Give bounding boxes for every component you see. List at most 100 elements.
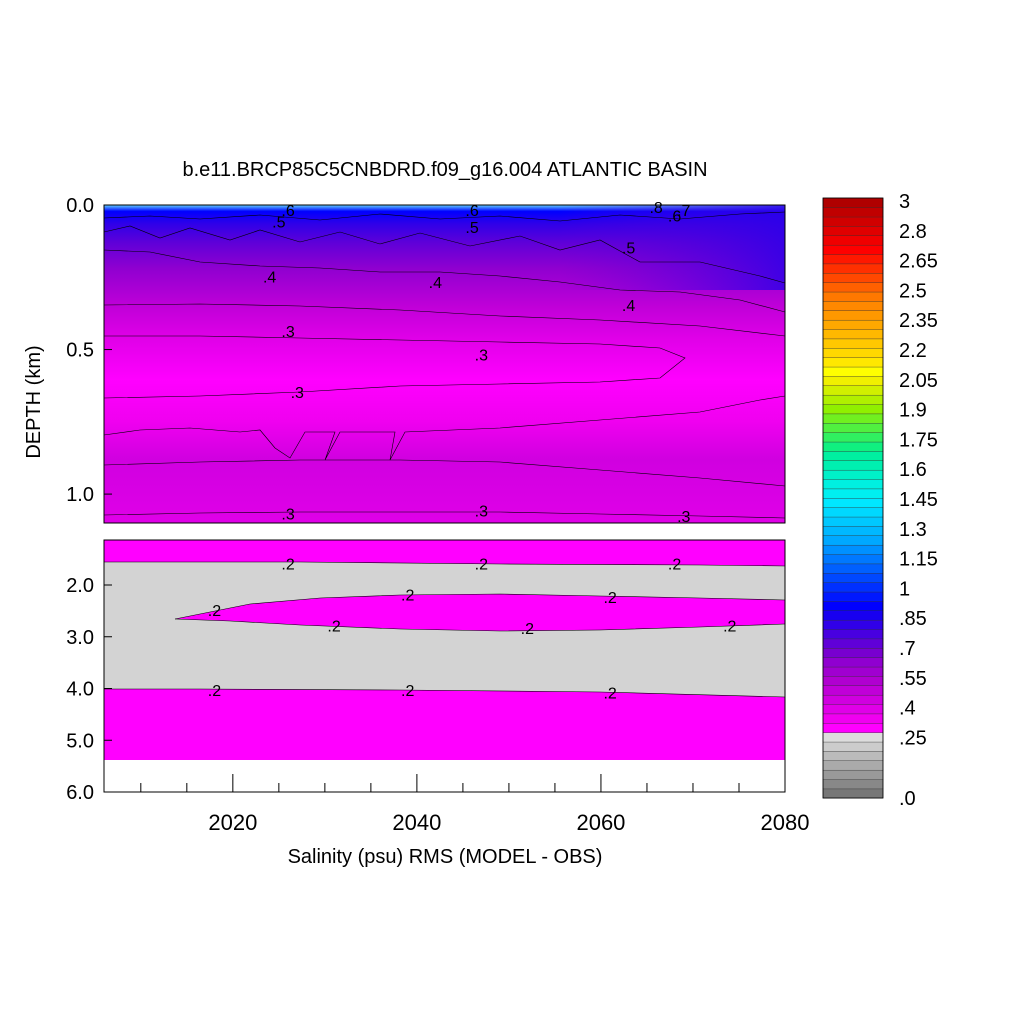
y-tick-label: 6.0 bbox=[66, 782, 94, 804]
colorbar-swatch bbox=[822, 338, 884, 349]
upper-y-ticks: 0.0 0.5 1.0 bbox=[66, 195, 112, 506]
y-tick-label: 0.5 bbox=[66, 340, 94, 362]
contour-line-1 bbox=[103, 211, 786, 222]
colorbar-swatch bbox=[822, 441, 884, 452]
y-tick-label: 3.0 bbox=[66, 627, 94, 649]
colorbar-label: .85 bbox=[899, 608, 927, 630]
colorbar-swatch bbox=[822, 647, 884, 658]
contour-label: .2 bbox=[521, 621, 534, 638]
contour-label: .8 bbox=[649, 200, 662, 217]
colorbar-label: 1.3 bbox=[899, 519, 927, 541]
colorbar-swatch bbox=[822, 404, 884, 415]
lower-contour-1 bbox=[104, 561, 786, 567]
colorbar-swatch bbox=[822, 319, 884, 330]
lower-y-ticks: 2.0 3.0 4.0 5.0 6.0 bbox=[66, 575, 112, 804]
colorbar-label: 1.6 bbox=[899, 459, 927, 481]
colorbar-swatch bbox=[822, 347, 884, 358]
colorbar-label: 1.9 bbox=[899, 400, 927, 422]
colorbar-swatch bbox=[822, 375, 884, 387]
lower-contour-4 bbox=[104, 688, 786, 698]
contour-label: .5 bbox=[622, 240, 635, 257]
colorbar-swatch bbox=[822, 563, 884, 574]
colorbar-swatch bbox=[822, 525, 884, 537]
lower-contour-3 bbox=[174, 618, 786, 632]
colorbar-swatch bbox=[822, 282, 884, 293]
colorbar-swatch bbox=[822, 225, 884, 237]
colorbar-label: .55 bbox=[899, 668, 927, 690]
contour-label: .3 bbox=[475, 503, 488, 520]
colorbar-swatch bbox=[822, 610, 884, 621]
colorbar-swatch bbox=[822, 244, 884, 255]
upper-panel-right-shading bbox=[560, 205, 785, 290]
contour-label: .6 bbox=[668, 209, 681, 226]
y-tick-label: 5.0 bbox=[66, 730, 94, 752]
colorbar-swatch bbox=[822, 207, 884, 218]
colorbar-swatch bbox=[822, 507, 884, 518]
colorbar-swatch bbox=[822, 619, 884, 630]
colorbar-swatch bbox=[822, 516, 884, 527]
y-tick-label: 2.0 bbox=[66, 575, 94, 597]
chart-title: b.e11.BRCP85C5CNBDRD.f09_g16.004 ATLANTI… bbox=[182, 159, 707, 181]
lower-contour-2 bbox=[174, 593, 786, 620]
colorbar-label: 2.2 bbox=[899, 340, 927, 362]
colorbar-swatch bbox=[822, 779, 884, 790]
colorbar-label: .7 bbox=[899, 638, 916, 660]
colorbar-swatch bbox=[822, 722, 884, 733]
colorbar-swatch bbox=[822, 357, 884, 368]
colorbar-swatch bbox=[822, 694, 884, 705]
lower-contour-labels: .2 .2 .2 .2 .2 .2 .2 .2 .2 .2 .2 .2 bbox=[208, 556, 737, 702]
colorbar-swatch bbox=[822, 235, 884, 246]
contour-label: .2 bbox=[208, 603, 221, 620]
colorbar-swatch bbox=[822, 572, 884, 583]
colorbar-swatch bbox=[822, 750, 884, 762]
contour-line-3 bbox=[103, 249, 786, 313]
colorbar-swatch bbox=[822, 479, 884, 490]
x-tick-label: 2020 bbox=[208, 810, 257, 835]
contour-label: .2 bbox=[208, 683, 221, 700]
colorbar-swatch bbox=[822, 254, 884, 265]
x-tick-label: 2040 bbox=[392, 810, 441, 835]
contour-line-4 bbox=[103, 303, 786, 337]
colorbar-swatch bbox=[822, 488, 884, 499]
colorbar-swatch bbox=[822, 366, 884, 377]
colorbar-label: .0 bbox=[899, 788, 916, 810]
contour-label: .4 bbox=[263, 269, 276, 286]
colorbar-swatch bbox=[822, 666, 884, 677]
colorbar-swatch bbox=[822, 263, 884, 274]
colorbar-swatch bbox=[822, 197, 884, 208]
colorbar-label: 1 bbox=[899, 578, 910, 600]
colorbar-swatch bbox=[822, 638, 884, 649]
x-axis-label: Salinity (psu) RMS (MODEL - OBS) bbox=[288, 846, 603, 868]
contour-label: .6 bbox=[465, 203, 478, 220]
colorbar-swatch bbox=[822, 685, 884, 696]
colorbar-swatch bbox=[822, 600, 884, 612]
y-axis-label: DEPTH (km) bbox=[23, 345, 45, 458]
contour-label: .4 bbox=[622, 298, 635, 315]
contour-line-5 bbox=[103, 335, 686, 399]
colorbar-swatch bbox=[822, 629, 884, 640]
colorbar-label: 2.65 bbox=[899, 251, 938, 273]
colorbar-swatch bbox=[822, 675, 884, 687]
contour-label: .2 bbox=[668, 556, 681, 573]
contour-label: .3 bbox=[677, 509, 690, 526]
colorbar-swatch bbox=[822, 497, 884, 508]
colorbar-label: .25 bbox=[899, 727, 927, 749]
colorbar-label: 2.8 bbox=[899, 221, 927, 243]
colorbar-swatch bbox=[822, 310, 884, 321]
colorbar-swatch bbox=[822, 760, 884, 771]
colorbar-swatch bbox=[822, 591, 884, 602]
colorbar-label: 2.5 bbox=[899, 280, 927, 302]
contour-label: .5 bbox=[465, 220, 478, 237]
contour-line-7 bbox=[103, 459, 786, 487]
y-tick-label: 1.0 bbox=[66, 484, 94, 506]
colorbar-swatch bbox=[822, 713, 884, 724]
contour-label: .2 bbox=[475, 556, 488, 573]
colorbar-swatch bbox=[822, 216, 884, 227]
upper-panel: .6.6.8.7.6.5.5.5.4.4.4.3.3.3.3.3.3 0.00.… bbox=[66, 195, 786, 526]
contour-line-2 bbox=[103, 225, 786, 284]
colorbar-label: 2.05 bbox=[899, 370, 938, 392]
x-tick-label: 2060 bbox=[576, 810, 625, 835]
contour-label: .2 bbox=[401, 587, 414, 604]
contour-label: .7 bbox=[677, 203, 690, 220]
